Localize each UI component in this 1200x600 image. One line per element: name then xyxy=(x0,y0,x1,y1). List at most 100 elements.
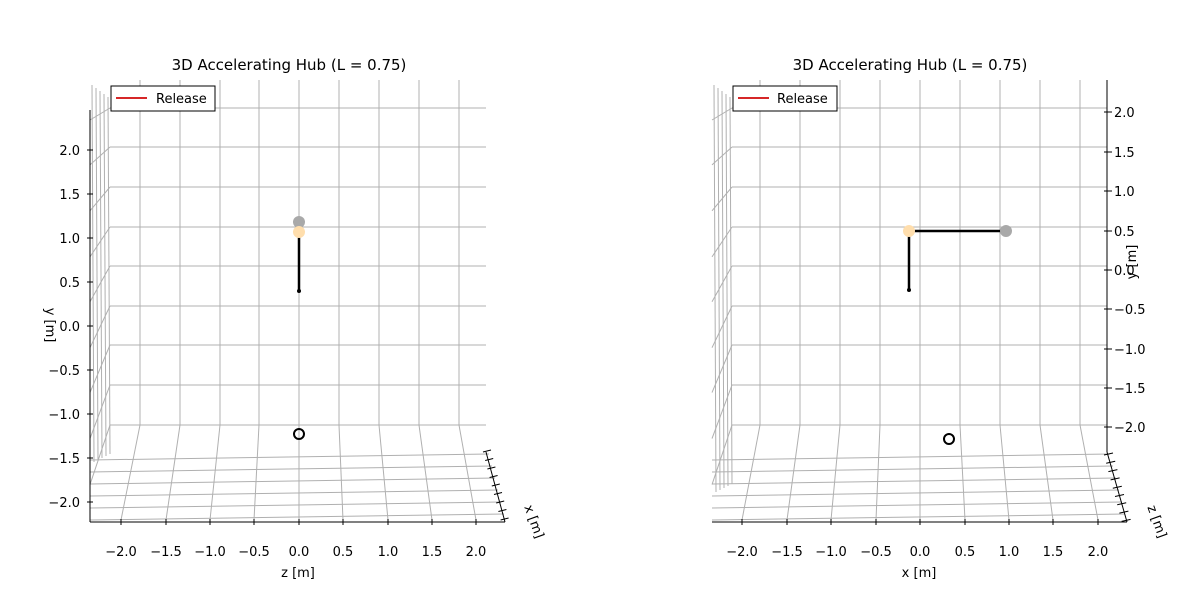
left-y-tick-label-8: 2.0 xyxy=(59,144,80,159)
right-floor-line-5 xyxy=(711,501,1123,509)
left-legend-label: Release xyxy=(156,92,207,107)
right-side-line-8 xyxy=(711,424,733,485)
right-floor-line-1 xyxy=(711,453,1111,461)
right-floor-line-2 xyxy=(711,465,1114,473)
right-y-tick-label-4: 0.0 xyxy=(1114,264,1135,279)
left-y-tick-label-3: −0.5 xyxy=(48,364,80,379)
right-floor-vline-8 xyxy=(1079,424,1099,521)
right-floor-vline-5 xyxy=(959,424,966,521)
left-depth-tick-6 xyxy=(496,500,505,504)
left-y-tick-label-4: 0.0 xyxy=(59,320,80,335)
left-rod-end xyxy=(297,289,301,293)
right-depth-tick-3 xyxy=(1110,477,1120,481)
right-x-tick-label-2: −1.0 xyxy=(815,545,847,560)
left-hub-mass xyxy=(293,226,305,238)
left-y-tick-label-1: −1.5 xyxy=(48,452,80,467)
left-depth-tick-5 xyxy=(493,492,503,495)
left-side-line-7 xyxy=(89,384,111,439)
left-grid xyxy=(87,80,509,525)
right-side-vline-4 xyxy=(729,96,733,485)
right-depth-label: z [m] xyxy=(1143,503,1169,540)
left-y-tick-label-0: −2.0 xyxy=(48,496,80,511)
left-x-tick-label-4: 0.0 xyxy=(289,545,310,560)
left-side-vline-1 xyxy=(95,87,99,461)
left-floor-vline-7 xyxy=(418,424,433,521)
right-y-tick-label-8: −2.0 xyxy=(1114,421,1146,436)
right-floor-vline-3 xyxy=(875,424,881,521)
right-depth-tick-2 xyxy=(1108,469,1118,473)
left-floor-line-5 xyxy=(89,501,502,509)
right-depth-tick-1 xyxy=(1106,460,1116,464)
left-tick-labels: −2.0 −1.5 −1.0 −0.5 0.0 0.5 1.0 1.5 2.0−2.0−1.5−… xyxy=(48,144,486,560)
right-depth-tick-0 xyxy=(1103,452,1114,456)
right-depth-tick-5 xyxy=(1114,494,1125,497)
right-depth-tick-6 xyxy=(1117,502,1127,506)
left-depth-label: x [m] xyxy=(520,503,546,541)
left-side-line-2 xyxy=(89,186,111,212)
left-depth-tick-2 xyxy=(487,466,496,470)
right-side-vline-3 xyxy=(725,93,729,487)
left-side-vline-4 xyxy=(107,96,111,455)
left-x-tick-label-2: −1.0 xyxy=(194,545,226,560)
left-side-vline-2 xyxy=(99,90,103,459)
left-depth-tick-1 xyxy=(485,458,494,461)
right-ylabel: y [m] xyxy=(1125,245,1140,280)
left-x-tick-label-7: 1.5 xyxy=(422,545,443,560)
right-rod-end xyxy=(907,288,911,292)
right-x-tick-label-5: 0.5 xyxy=(955,545,976,560)
right-y-tick-label-5: −0.5 xyxy=(1114,303,1146,318)
left-floor-vline-5 xyxy=(338,424,344,521)
right-subplot: 3D Accelerating Hub (L = 0.75) −2.0 −1.5 −… xyxy=(711,56,1169,581)
right-floor-vline-0 xyxy=(741,424,761,521)
right-y-tick-label-6: −1.0 xyxy=(1114,343,1146,358)
right-y-tick-label-1: 1.5 xyxy=(1114,146,1135,161)
left-x-tick-label-0: −2.0 xyxy=(105,545,137,560)
right-floor-vline-2 xyxy=(830,424,841,521)
right-y-tick-label-2: 1.0 xyxy=(1114,185,1135,200)
right-x-tick-label-8: 2.0 xyxy=(1088,545,1109,560)
left-open-marker xyxy=(293,428,305,440)
right-depth-tick-8 xyxy=(1121,518,1131,522)
right-gray-mass xyxy=(1000,225,1012,237)
right-x-tick-label-3: −0.5 xyxy=(860,545,892,560)
left-side-vline-3 xyxy=(103,93,107,457)
left-side-vline-0 xyxy=(91,84,95,463)
right-x-tick-label-7: 1.5 xyxy=(1043,545,1064,560)
left-x-tick-label-3: −0.5 xyxy=(238,545,270,560)
right-y-tick-label-3: 0.5 xyxy=(1114,225,1135,240)
right-side-vline-2 xyxy=(721,90,725,489)
right-floor-line-6 xyxy=(711,513,1126,521)
right-floor-vline-1 xyxy=(786,424,801,521)
left-y-tick-label-6: 1.0 xyxy=(59,232,80,247)
left-depth-tick-3 xyxy=(489,475,498,478)
right-side-line-3 xyxy=(711,226,733,258)
right-y-tick-label-7: −1.5 xyxy=(1114,382,1146,397)
right-floor-line-4 xyxy=(711,489,1120,497)
right-floor-line-3 xyxy=(711,477,1117,485)
left-title: 3D Accelerating Hub (L = 0.75) xyxy=(172,56,407,74)
left-gray-mass xyxy=(293,216,305,228)
right-open-marker xyxy=(943,433,955,445)
left-floor-line-3 xyxy=(89,477,496,485)
right-depth-tick-4 xyxy=(1112,485,1122,489)
left-subplot: 3D Accelerating Hub (L = 0.75) −2.0 −1.5 −… xyxy=(42,56,546,581)
right-side-vline-0 xyxy=(713,84,717,493)
right-xlabel: x [m] xyxy=(902,566,937,581)
right-hub-mass xyxy=(903,225,915,237)
right-x-tick-label-6: 1.0 xyxy=(999,545,1020,560)
left-floor-vline-3 xyxy=(253,424,260,521)
right-floor-vline-6 xyxy=(999,424,1010,521)
right-grid xyxy=(711,80,1131,525)
right-title: 3D Accelerating Hub (L = 0.75) xyxy=(793,56,1028,74)
left-y-tick-label-7: 1.5 xyxy=(59,188,80,203)
left-x-tick-label-5: 0.5 xyxy=(333,545,354,560)
right-side-line-7 xyxy=(711,384,733,439)
right-y-tick-label-0: 2.0 xyxy=(1114,106,1135,121)
left-depth-tick-4 xyxy=(491,483,500,487)
left-floor-vline-1 xyxy=(165,424,181,521)
left-xlabel: z [m] xyxy=(281,566,315,581)
left-floor-vline-6 xyxy=(378,424,389,521)
right-x-tick-label-4: 0.0 xyxy=(910,545,931,560)
left-floor-line-2 xyxy=(89,465,493,473)
left-side-line-8 xyxy=(89,424,111,485)
